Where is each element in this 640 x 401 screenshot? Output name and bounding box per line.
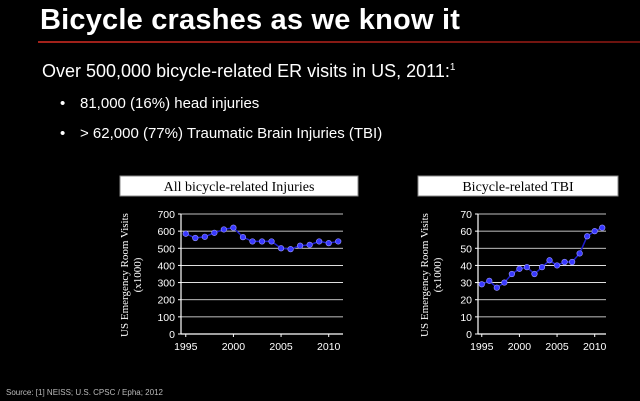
data-point bbox=[493, 284, 500, 291]
x-tick-label: 2005 bbox=[269, 341, 293, 353]
chart-title: All bicycle-related Injuries bbox=[164, 180, 315, 195]
data-point bbox=[182, 230, 189, 237]
data-point bbox=[486, 277, 493, 284]
y-tick-label: 60 bbox=[460, 226, 472, 238]
data-point bbox=[325, 240, 332, 247]
y-tick-label: 400 bbox=[157, 260, 175, 272]
slide-title: Bicycle crashes as we know it bbox=[40, 4, 461, 36]
y-axis-label: US Emergency Room Visits(x1000) bbox=[419, 213, 444, 337]
data-point bbox=[516, 265, 523, 272]
x-tick-label: 2010 bbox=[317, 341, 341, 353]
y-tick-label: 20 bbox=[460, 295, 472, 307]
heading-reference: 1 bbox=[449, 62, 456, 73]
y-tick-label: 200 bbox=[157, 295, 175, 307]
data-point bbox=[220, 226, 227, 233]
y-tick-label: 600 bbox=[157, 226, 175, 238]
x-tick-label: 2000 bbox=[222, 341, 246, 353]
y-tick-label: 70 bbox=[460, 209, 472, 221]
plot-area bbox=[181, 214, 343, 334]
title-rule bbox=[38, 41, 640, 43]
source-citation: Source: [1] NEISS; U.S. CPSC / Epha; 201… bbox=[6, 388, 163, 397]
x-tick-label: 2000 bbox=[508, 341, 532, 353]
y-tick-label: 100 bbox=[157, 312, 175, 324]
bullet-head-injuries: • 81,000 (16%) head injuries bbox=[60, 95, 259, 112]
data-point bbox=[546, 257, 553, 264]
data-point bbox=[569, 258, 576, 266]
data-point bbox=[316, 238, 323, 245]
data-point bbox=[538, 264, 546, 271]
data-point bbox=[501, 279, 508, 286]
data-point bbox=[523, 264, 531, 271]
y-tick-label: 10 bbox=[460, 312, 472, 324]
y-tick-label: 500 bbox=[157, 243, 175, 255]
chart-tbi: Bicycle-related TBI 0 10 20 30 40 50 60 70 1995 20… bbox=[417, 175, 619, 353]
data-point bbox=[277, 245, 285, 252]
data-point bbox=[249, 238, 256, 245]
y-tick-label: 30 bbox=[460, 278, 472, 290]
data-point bbox=[297, 242, 304, 249]
data-point bbox=[287, 246, 294, 253]
data-point bbox=[201, 233, 208, 240]
y-tick-label: 50 bbox=[460, 243, 472, 255]
data-point bbox=[239, 234, 247, 241]
bullet-tbi: • > 62,000 (77%) Traumatic Brain Injuries… bbox=[60, 125, 382, 142]
data-point bbox=[576, 250, 583, 257]
x-tick-label: 1995 bbox=[174, 341, 198, 353]
slide-heading: Over 500,000 bicycle-related ER visits i… bbox=[42, 61, 455, 82]
data-point bbox=[531, 270, 538, 278]
data-point bbox=[508, 270, 515, 278]
chart-title-box bbox=[119, 175, 359, 197]
x-tick-label: 2010 bbox=[583, 341, 607, 353]
bullet-text: > 62,000 (77%) Traumatic Brain Injuries … bbox=[80, 125, 383, 142]
y-tick-label: 700 bbox=[157, 209, 175, 221]
chart-title: Bicycle-related TBI bbox=[462, 180, 574, 195]
y-tick-label: 0 bbox=[466, 329, 472, 341]
x-tick-label: 1995 bbox=[470, 341, 494, 353]
chart-injuries: All bicycle-related Injuries 0 100 200 300 40… bbox=[119, 175, 359, 353]
y-tick-label: 40 bbox=[460, 260, 472, 272]
data-point bbox=[584, 233, 591, 240]
x-tick-label: 2005 bbox=[545, 341, 569, 353]
plot-area bbox=[478, 214, 606, 334]
y-tick-label: 0 bbox=[169, 329, 175, 341]
data-point bbox=[599, 224, 606, 231]
data-point bbox=[268, 238, 275, 245]
chart-title-box bbox=[417, 175, 619, 197]
data-point bbox=[591, 228, 598, 235]
data-point bbox=[478, 281, 485, 288]
bullet-text: 81,000 (16%) head injuries bbox=[80, 95, 260, 112]
heading-text: Over 500,000 bicycle-related ER visits i… bbox=[42, 61, 450, 81]
data-point bbox=[553, 262, 561, 269]
bullet-dot: • bbox=[60, 125, 66, 142]
data-point bbox=[335, 238, 342, 245]
data-point bbox=[306, 241, 313, 248]
data-point bbox=[211, 229, 218, 236]
y-tick-label: 300 bbox=[157, 278, 175, 290]
data-point bbox=[230, 224, 237, 231]
bullet-dot: • bbox=[60, 95, 66, 112]
data-point bbox=[258, 238, 266, 245]
data-point bbox=[561, 258, 568, 266]
data-point bbox=[192, 234, 199, 242]
y-axis-label: US Emergency Room Visits(x1000) bbox=[119, 213, 144, 337]
